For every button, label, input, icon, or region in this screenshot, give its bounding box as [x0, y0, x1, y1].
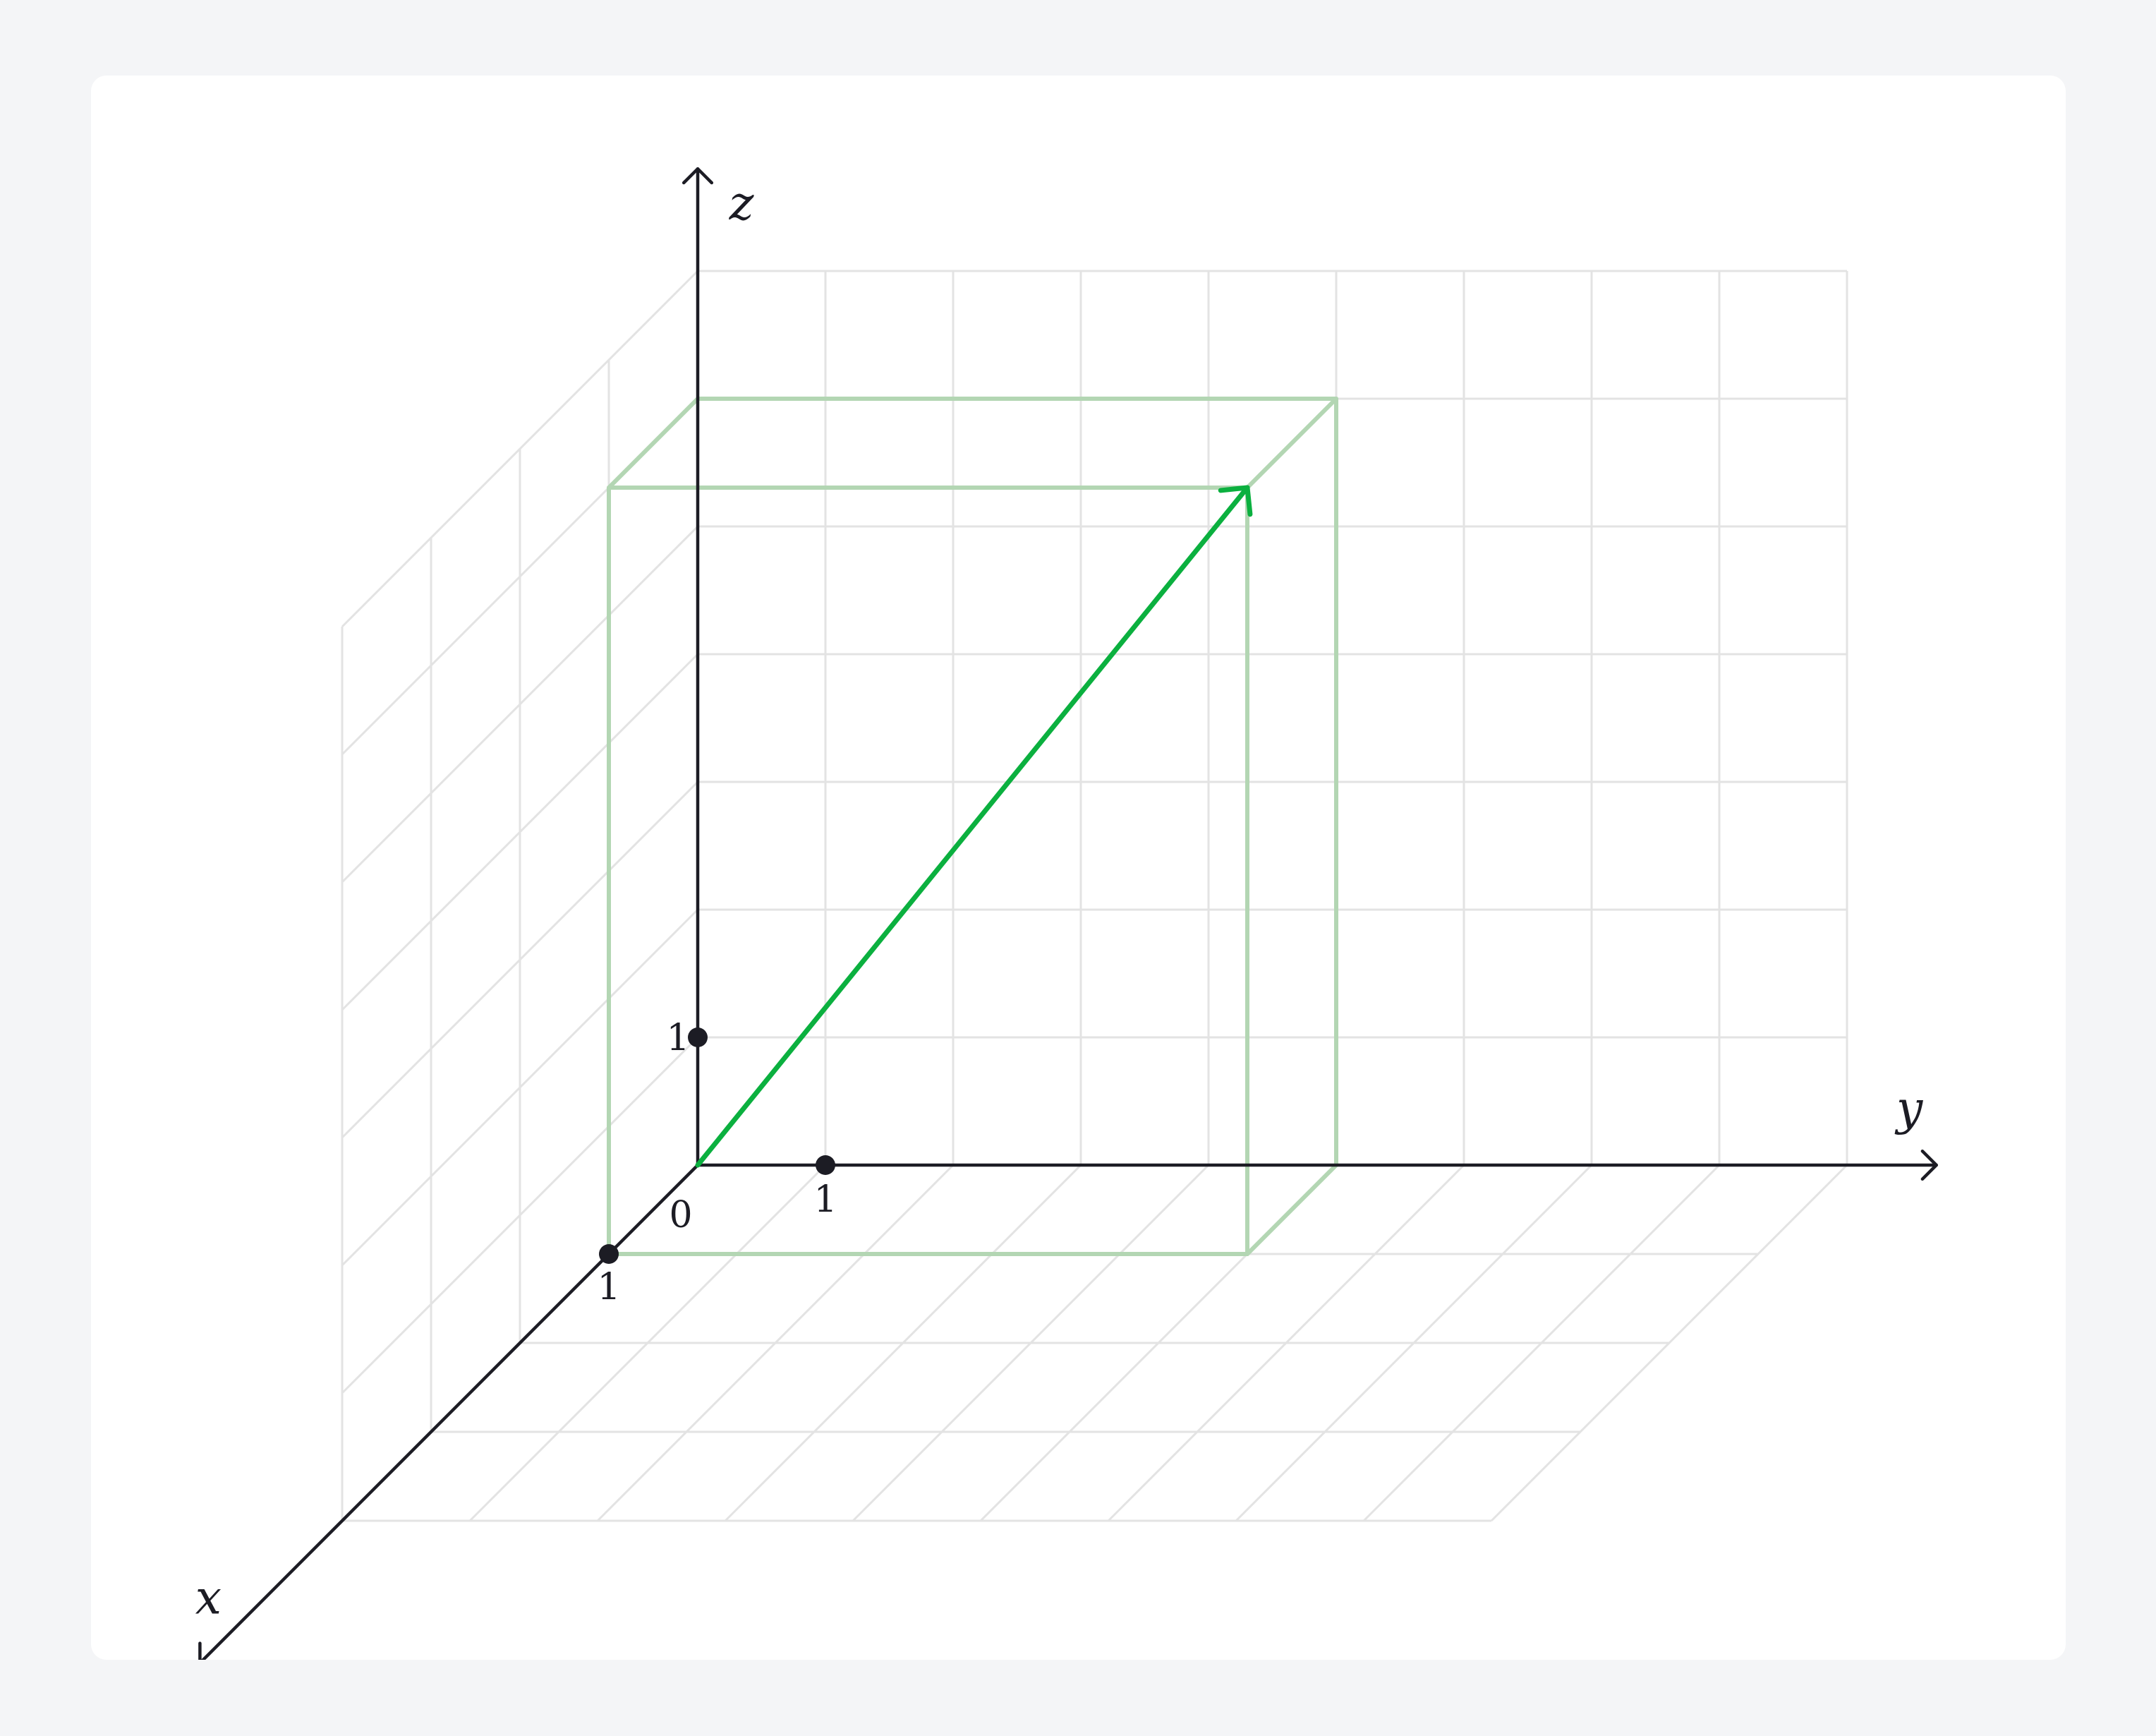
- x-tick-label: 1: [597, 1266, 620, 1308]
- vector-3d-diagram: x y z 0 1 1 1: [195, 167, 1938, 1660]
- z-axis-arrowhead: [682, 167, 714, 185]
- vector-bounding-box: [607, 397, 1338, 1256]
- z-axis-label: z: [729, 176, 755, 231]
- y-unit-point: [816, 1155, 835, 1175]
- box-edge: [607, 397, 700, 490]
- grid-planes: [341, 270, 1848, 1522]
- x-unit-point: [599, 1244, 619, 1264]
- x-axis: [200, 1163, 700, 1660]
- y-tick-label: 1: [813, 1179, 837, 1221]
- side-wall-gridline: [341, 780, 699, 1139]
- z-unit-point: [688, 1027, 708, 1047]
- box-edge: [1245, 397, 1338, 490]
- side-wall-gridline: [341, 1036, 699, 1394]
- y-axis-arrowhead: [1920, 1149, 1938, 1181]
- axes: [198, 167, 1938, 1660]
- side-wall-gridline: [341, 653, 699, 1011]
- vector: [695, 485, 1253, 1168]
- x-axis-arrowhead: [198, 1641, 202, 1660]
- z-tick-label: 1: [666, 1017, 689, 1059]
- vector-line: [695, 485, 1250, 1168]
- origin-label: 0: [669, 1194, 692, 1236]
- labels: x y z 0 1 1 1: [195, 176, 1923, 1625]
- unit-points: [599, 1027, 835, 1264]
- y-axis-label: y: [1894, 1081, 1923, 1135]
- vector-arrowhead: [1218, 485, 1253, 517]
- side-wall-gridline: [341, 270, 699, 628]
- side-wall-gridline: [341, 525, 699, 884]
- side-wall-gridline: [341, 908, 699, 1267]
- diagram-card: x y z 0 1 1 1: [91, 76, 2066, 1660]
- box-edge: [1245, 1163, 1338, 1256]
- x-axis-label: x: [195, 1571, 222, 1625]
